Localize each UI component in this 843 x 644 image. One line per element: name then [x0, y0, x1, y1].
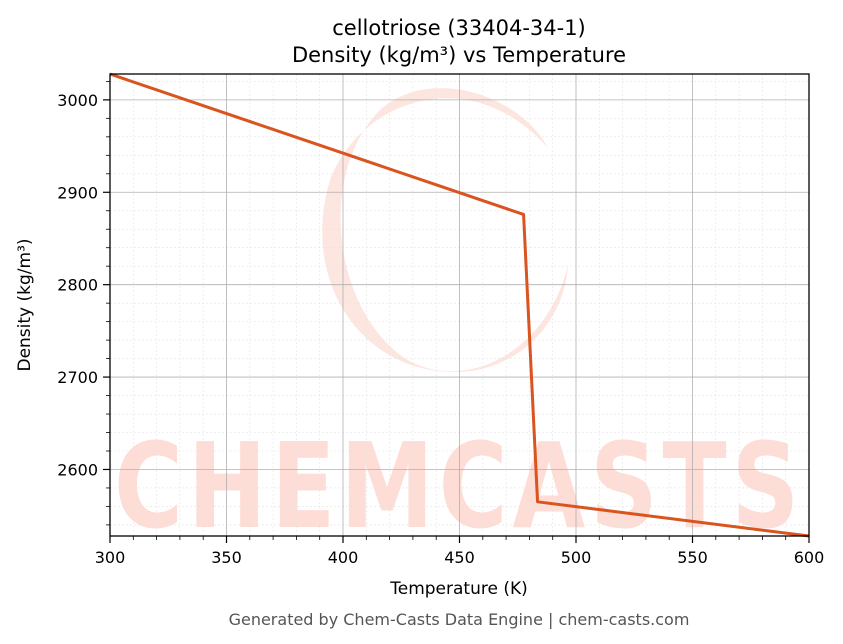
watermark: CHEMCASTS — [114, 88, 804, 555]
y-tick-label: 2800 — [57, 276, 98, 295]
x-tick-label: 350 — [211, 548, 242, 567]
chart-subtitle: Density (kg/m³) vs Temperature — [292, 43, 626, 67]
x-axis-label: Temperature (K) — [389, 579, 528, 599]
x-tick-label: 400 — [328, 548, 359, 567]
x-tick-label: 500 — [561, 548, 592, 567]
y-axis-ticks: 2600 2700 2800 2900 3000 — [57, 80, 110, 526]
series-line — [109, 72, 810, 538]
y-tick-label: 2900 — [57, 183, 98, 202]
footer-credit: Generated by Chem-Casts Data Engine | ch… — [229, 610, 690, 629]
x-tick-label: 550 — [677, 548, 708, 567]
y-tick-label: 3000 — [57, 91, 98, 110]
x-tick-label: 450 — [444, 548, 475, 567]
x-tick-label: 300 — [95, 548, 126, 567]
y-axis-label: Density (kg/m³) — [15, 238, 35, 371]
watermark-logo-swirl — [322, 88, 568, 372]
y-tick-label: 2600 — [57, 460, 98, 479]
watermark-text: CHEMCASTS — [114, 417, 804, 555]
y-tick-label: 2700 — [57, 368, 98, 387]
chart-title: cellotriose (33404-34-1) — [332, 16, 586, 40]
x-axis-ticks: 300 350 400 450 500 550 600 — [95, 536, 825, 567]
x-tick-label: 600 — [794, 548, 825, 567]
